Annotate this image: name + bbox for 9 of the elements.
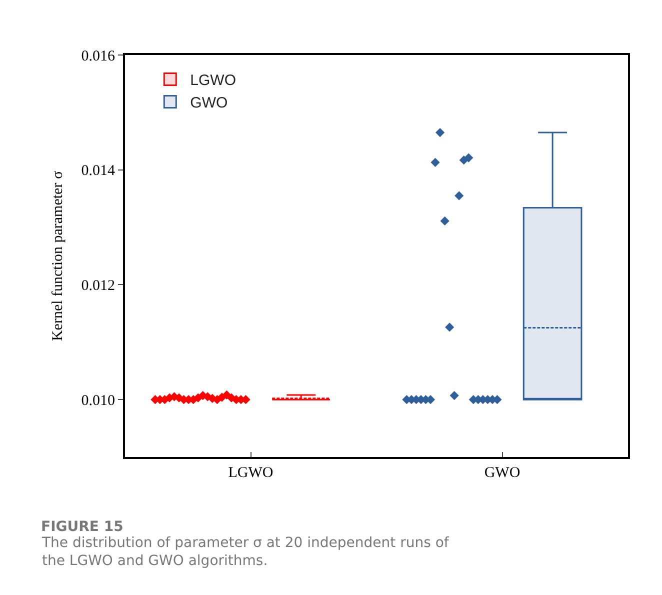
y-tick-label: 0.016 — [81, 48, 116, 64]
legend-label: GWO — [190, 94, 228, 112]
y-tick-label: 0.010 — [81, 392, 115, 409]
y-tick-label: 0.012 — [81, 278, 115, 294]
y-axis-title: Kernel function parameter σ — [50, 170, 66, 342]
legend-label: LGWO — [190, 72, 236, 90]
text: The distribution of parameter σ at 20 independent runs of the LGWO and GWO algorithms. — [41, 535, 450, 570]
caption: FIGURE 15 — [41, 519, 124, 535]
y-tick-label: 0.014 — [81, 163, 116, 180]
